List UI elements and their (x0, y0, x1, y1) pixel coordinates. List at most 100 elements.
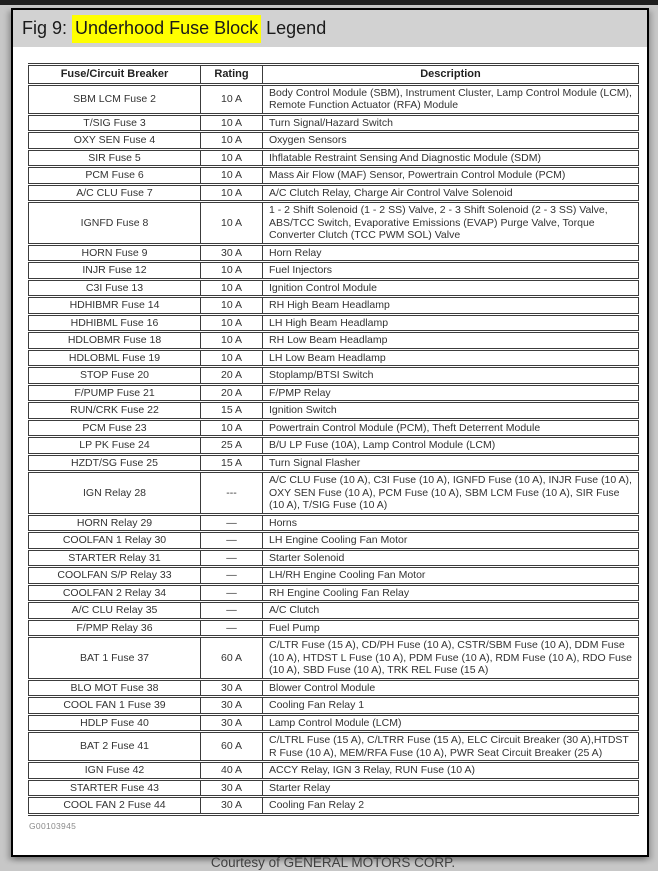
description-cell: Mass Air Flow (MAF) Sensor, Powertrain C… (262, 165, 639, 186)
description-cell: C/LTR Fuse (15 A), CD/PH Fuse (10 A), CS… (262, 635, 639, 681)
fuse-name-cell: SBM LCM Fuse 2 (28, 82, 201, 116)
rating-cell: 10 A (200, 130, 263, 151)
rating-cell: 20 A (200, 382, 263, 403)
figure-title-prefix: Fig 9: (22, 18, 73, 38)
description-cell: Body Control Module (SBM), Instrument Cl… (262, 82, 639, 116)
description-cell: Starter Relay (262, 777, 639, 798)
description-cell: RH Engine Cooling Fan Relay (262, 582, 639, 603)
rating-cell: — (200, 600, 263, 621)
fuse-name-cell: HDHIBMR Fuse 14 (28, 295, 201, 316)
table-row: STOP Fuse 20 20 A Stoplamp/BTSI Switch (28, 365, 639, 386)
fuse-name-cell: SIR Fuse 5 (28, 147, 201, 168)
rating-cell: 30 A (200, 777, 263, 798)
table-row: OXY SEN Fuse 4 10 A Oxygen Sensors (28, 130, 639, 151)
description-cell: Fuel Injectors (262, 260, 639, 281)
table-row: RUN/CRK Fuse 22 15 A Ignition Switch (28, 400, 639, 421)
rating-cell: 10 A (200, 312, 263, 333)
table-row: HDLOBML Fuse 19 10 A LH Low Beam Headlamp (28, 347, 639, 368)
description-cell: Oxygen Sensors (262, 130, 639, 151)
fuse-name-cell: OXY SEN Fuse 4 (28, 130, 201, 151)
description-cell: C/LTRL Fuse (15 A), C/LTRR Fuse (15 A), … (262, 730, 639, 763)
rating-cell: 10 A (200, 112, 263, 133)
description-cell: Turn Signal Flasher (262, 452, 639, 473)
description-cell: Cooling Fan Relay 2 (262, 795, 639, 816)
rating-cell: — (200, 582, 263, 603)
fuse-name-cell: BAT 2 Fuse 41 (28, 730, 201, 763)
description-cell: A/C Clutch (262, 600, 639, 621)
rating-cell: 15 A (200, 400, 263, 421)
fuse-name-cell: HDLOBMR Fuse 18 (28, 330, 201, 351)
window-top-edge (0, 0, 658, 5)
figure-page: Fig 9: Underhood Fuse Block Legend Fuse/… (11, 8, 649, 870)
rating-cell: 30 A (200, 242, 263, 263)
description-cell: Powertrain Control Module (PCM), Theft D… (262, 417, 639, 438)
table-row: F/PUMP Fuse 21 20 A F/PMP Relay (28, 382, 639, 403)
rating-cell: 10 A (200, 165, 263, 186)
description-cell: LH/RH Engine Cooling Fan Motor (262, 565, 639, 586)
table-row: PCM Fuse 6 10 A Mass Air Flow (MAF) Sensor… (28, 165, 639, 186)
table-row: HORN Fuse 9 30 A Horn Relay (28, 242, 639, 263)
table-row: HDLP Fuse 40 30 A Lamp Control Module (LCM… (28, 712, 639, 733)
description-cell: Lamp Control Module (LCM) (262, 712, 639, 733)
fuse-name-cell: STARTER Relay 31 (28, 547, 201, 568)
rating-cell: 30 A (200, 695, 263, 716)
fuse-name-cell: LP PK Fuse 24 (28, 435, 201, 456)
rating-cell: 10 A (200, 82, 263, 116)
fuse-name-cell: HZDT/SG Fuse 25 (28, 452, 201, 473)
table-row: SIR Fuse 5 10 A Ihflatable Restraint Sensi… (28, 147, 639, 168)
figure-title-highlight: Underhood Fuse Block (72, 14, 262, 43)
column-header-fuse: Fuse/Circuit Breaker (28, 63, 201, 86)
description-cell: A/C Clutch Relay, Charge Air Control Val… (262, 182, 639, 203)
description-cell: Cooling Fan Relay 1 (262, 695, 639, 716)
description-cell: Blower Control Module (262, 677, 639, 698)
table-row: HDHIBMR Fuse 14 10 A RH High Beam Headlamp (28, 295, 639, 316)
rating-cell: 10 A (200, 260, 263, 281)
column-header-description: Description (262, 63, 639, 86)
rating-cell: 10 A (200, 277, 263, 298)
fuse-name-cell: COOLFAN 1 Relay 30 (28, 530, 201, 551)
description-cell: Ignition Switch (262, 400, 639, 421)
rating-cell: — (200, 547, 263, 568)
figure-title-suffix: Legend (261, 18, 327, 38)
description-cell: Fuel Pump (262, 617, 639, 638)
fuse-name-cell: A/C CLU Fuse 7 (28, 182, 201, 203)
fuse-name-cell: HDLP Fuse 40 (28, 712, 201, 733)
table-row: HORN Relay 29— Horns (28, 512, 639, 533)
fuse-name-cell: HDHIBML Fuse 16 (28, 312, 201, 333)
rating-cell: — (200, 512, 263, 533)
table-row: STARTER Relay 31— Starter Solenoid (28, 547, 639, 568)
fuse-name-cell: RUN/CRK Fuse 22 (28, 400, 201, 421)
table-row: BLO MOT Fuse 38 30 A Blower Control Module (28, 677, 639, 698)
rating-cell: 15 A (200, 452, 263, 473)
figure-title-bar: Fig 9: Underhood Fuse Block Legend (13, 10, 647, 47)
table-row: C3I Fuse 13 10 A Ignition Control Module (28, 277, 639, 298)
description-cell: Horns (262, 512, 639, 533)
fuse-name-cell: F/PMP Relay 36 (28, 617, 201, 638)
description-cell: Turn Signal/Hazard Switch (262, 112, 639, 133)
description-cell: LH Low Beam Headlamp (262, 347, 639, 368)
table-row: IGN Fuse 42 40 A ACCY Relay, IGN 3 Relay, … (28, 760, 639, 781)
description-cell: Ignition Control Module (262, 277, 639, 298)
description-cell: RH Low Beam Headlamp (262, 330, 639, 351)
table-row: F/PMP Relay 36— Fuel Pump (28, 617, 639, 638)
rating-cell: 40 A (200, 760, 263, 781)
table-row: COOLFAN 1 Relay 30— LH Engine Cooling Fan… (28, 530, 639, 551)
table-header-row: Fuse/Circuit Breaker Rating Description (28, 63, 639, 86)
table-row: STARTER Fuse 43 30 A Starter Relay (28, 777, 639, 798)
description-cell: LH Engine Cooling Fan Motor (262, 530, 639, 551)
rating-cell: — (200, 617, 263, 638)
fuse-name-cell: HDLOBML Fuse 19 (28, 347, 201, 368)
table-row: COOLFAN S/P Relay 33— LH/RH Engine Coolin… (28, 565, 639, 586)
rating-cell: 25 A (200, 435, 263, 456)
fuse-name-cell: STARTER Fuse 43 (28, 777, 201, 798)
fuse-name-cell: INJR Fuse 12 (28, 260, 201, 281)
table-row: HDLOBMR Fuse 18 10 A RH Low Beam Headlamp (28, 330, 639, 351)
table-row: IGN Relay 28 --- A/C CLU Fuse (10 A), C3I … (28, 470, 639, 516)
rating-cell: 10 A (200, 295, 263, 316)
fuse-name-cell: IGNFD Fuse 8 (28, 200, 201, 246)
fuse-legend-table: Fuse/Circuit Breaker Rating Description … (28, 63, 639, 816)
table-row: BAT 2 Fuse 41 60 A C/LTRL Fuse (15 A), C/L… (28, 730, 639, 763)
table-row: T/SIG Fuse 3 10 A Turn Signal/Hazard Switc… (28, 112, 639, 133)
column-header-rating: Rating (200, 63, 263, 86)
fuse-name-cell: A/C CLU Relay 35 (28, 600, 201, 621)
